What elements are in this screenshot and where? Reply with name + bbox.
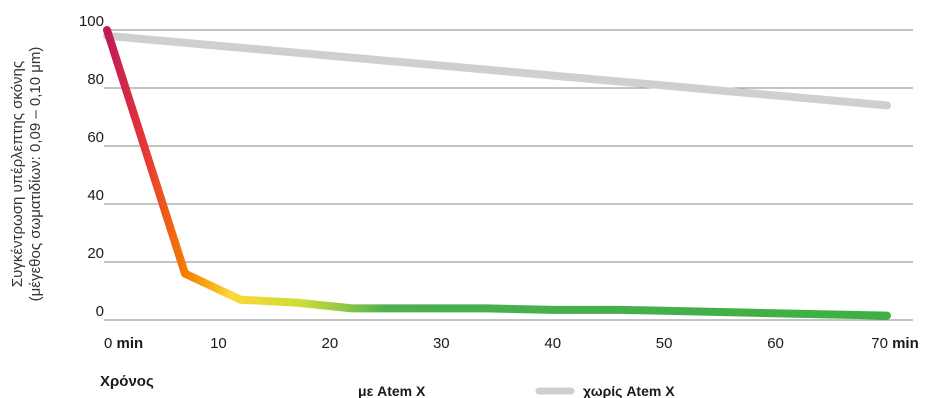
y-tick-label: 80 xyxy=(87,71,104,88)
y-tick-label: 60 xyxy=(87,129,104,146)
x-axis-label: Χρόνος xyxy=(100,373,154,390)
x-tick-label: 0 min xyxy=(104,335,143,352)
grid xyxy=(104,29,913,321)
y-tick-labels: 0 20 40 60 80 100 xyxy=(79,13,104,320)
x-tick-labels: 0 min 10 20 30 40 50 60 70 min xyxy=(104,335,919,352)
x-tick-label: 50 xyxy=(656,335,673,352)
y-tick-label: 20 xyxy=(87,245,104,262)
x-tick-label: 30 xyxy=(433,335,450,352)
legend-label-with-atem: με Atem X xyxy=(358,383,426,398)
series-line-with-atem xyxy=(103,26,891,320)
series-line-without-atem xyxy=(103,31,891,110)
x-tick-label: 70 min xyxy=(871,335,919,352)
y-tick-label: 40 xyxy=(87,187,104,204)
x-tick-label: 40 xyxy=(544,335,561,352)
x-tick-label: 60 xyxy=(767,335,784,352)
legend: με Atem X χωρίς Atem X xyxy=(314,383,675,398)
y-axis-label: Συγκέντρωση υπέρλεπτης σκόνης (μέγεθος σ… xyxy=(9,47,44,302)
y-tick-label: 0 xyxy=(96,303,104,320)
y-tick-label: 100 xyxy=(79,13,104,30)
y-axis-label-line1: Συγκέντρωση υπέρλεπτης σκόνης xyxy=(9,61,26,287)
series-group xyxy=(103,26,891,320)
legend-label-without-atem: χωρίς Atem X xyxy=(583,383,675,398)
y-axis-label-line2: (μέγεθος σωματιδίων: 0,09 – 0,10 μm) xyxy=(27,47,44,302)
x-tick-label: 10 xyxy=(210,335,227,352)
x-tick-label: 20 xyxy=(322,335,339,352)
